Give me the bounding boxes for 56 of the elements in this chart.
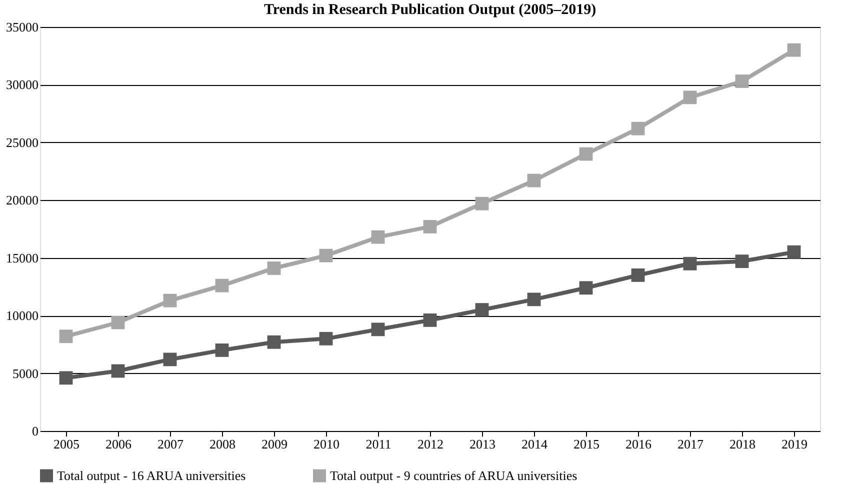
y-tick-label: 20000: [6, 192, 38, 208]
y-tick-label: 5000: [12, 366, 38, 381]
point: [475, 303, 489, 317]
point: [371, 230, 385, 244]
x-tick-label: 2014: [522, 436, 548, 452]
point: [787, 245, 801, 259]
point: [683, 90, 697, 104]
y-tick-label: 15000: [6, 250, 38, 266]
point: [267, 335, 281, 349]
point: [527, 174, 541, 188]
y-tick-label: 25000: [6, 134, 38, 150]
point: [111, 316, 125, 330]
point: [631, 268, 645, 282]
point: [579, 281, 593, 295]
point: [631, 122, 645, 136]
x-tick-label: 2015: [574, 436, 600, 452]
point: [371, 322, 385, 336]
point: [423, 220, 437, 234]
x-tick-label: 2017: [678, 436, 704, 452]
point: [163, 294, 177, 308]
point: [735, 254, 749, 268]
x-tick-label: 2019: [782, 436, 808, 452]
point: [215, 278, 229, 292]
y-tick-label: 30000: [6, 77, 38, 92]
x-tick-label: 2012: [418, 436, 444, 452]
x-tick-label: 2016: [626, 436, 652, 452]
point: [111, 364, 125, 378]
point: [163, 352, 177, 366]
point: [59, 330, 73, 344]
x-tick-label: 2011: [366, 436, 392, 452]
legend-label: Total output - 9 countries of ARUA universities: [330, 468, 578, 483]
y-tick-label: 35000: [6, 20, 38, 34]
point: [319, 248, 333, 262]
x-tick-label: 2008: [210, 436, 236, 452]
x-tick-label: 2018: [730, 436, 756, 452]
point: [579, 147, 593, 161]
point: [319, 332, 333, 346]
x-tick-label: 2009: [262, 436, 288, 452]
y-tick-label: 10000: [6, 308, 38, 324]
point: [423, 313, 437, 327]
point: [735, 74, 749, 88]
x-tick-label: 2010: [314, 436, 340, 452]
point: [215, 343, 229, 357]
point: [267, 262, 281, 275]
x-tick-label: 2013: [470, 436, 496, 452]
x-tick-label: 2005: [54, 436, 80, 452]
point: [475, 196, 489, 210]
chart-title: Trends in Research Publication Output (2005–2019): [264, 2, 596, 18]
point: [683, 256, 697, 270]
x-tick-label: 2007: [158, 436, 184, 452]
y-tick-label: 0: [32, 424, 38, 438]
point: [527, 292, 541, 306]
point: [787, 43, 801, 57]
x-tick-label: 2006: [106, 436, 132, 452]
legend-label: Total output - 16 ARUA universities: [57, 468, 246, 483]
point: [59, 371, 73, 385]
